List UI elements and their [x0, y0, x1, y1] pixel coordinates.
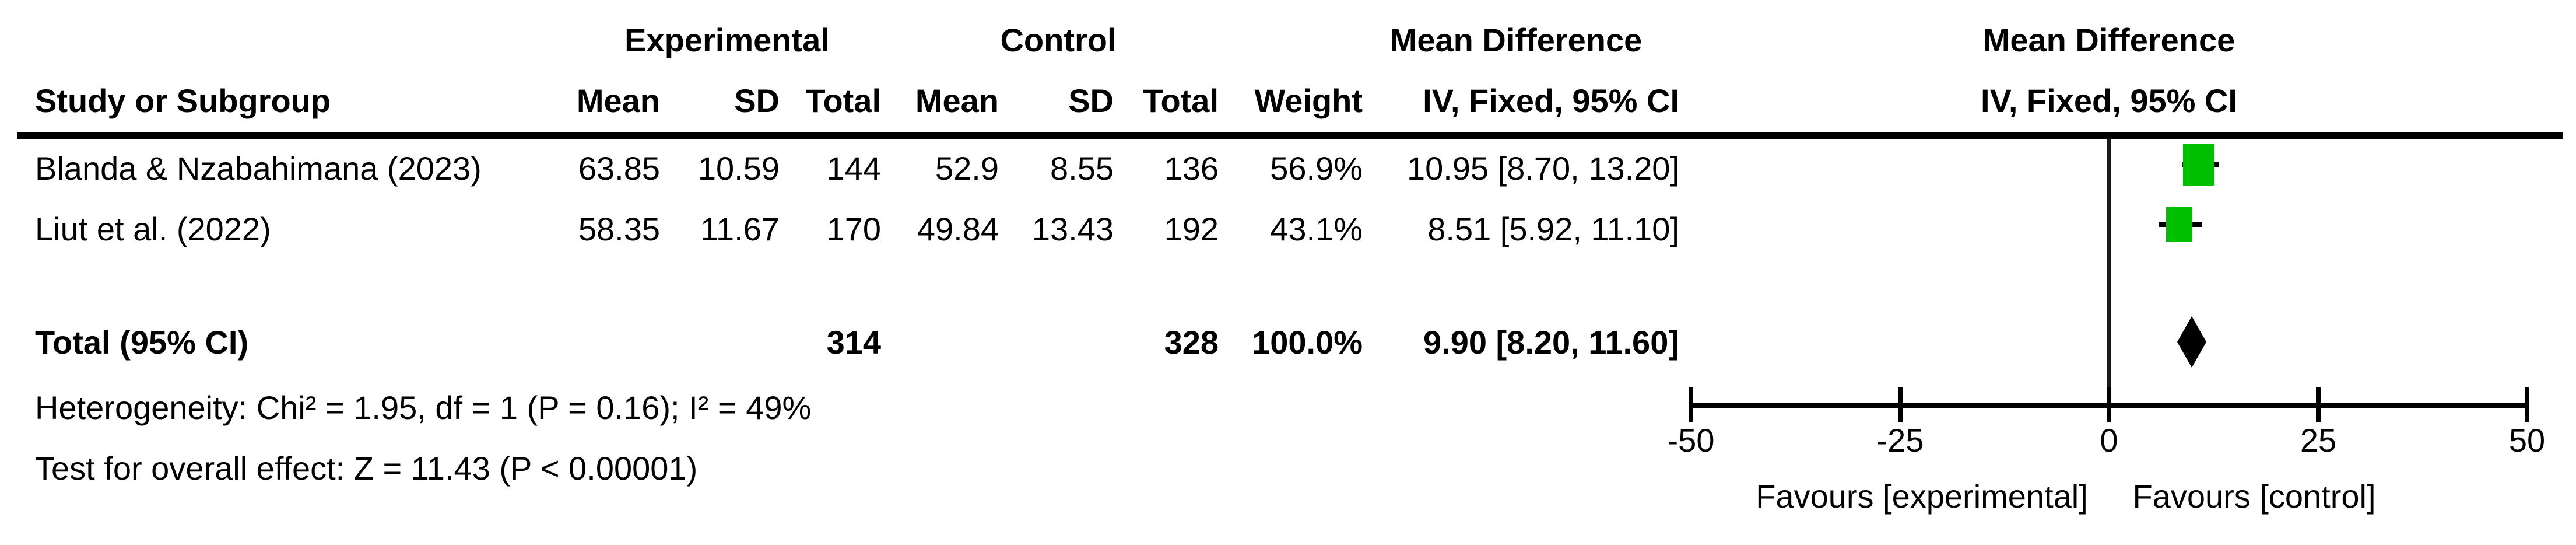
mean-control: 52.9 [935, 150, 999, 187]
effect-square-study-1 [2183, 144, 2214, 186]
axis-tick-label: 25 [2300, 422, 2337, 459]
total-control: 136 [1164, 150, 1219, 187]
group-header-control: Control [1000, 22, 1117, 58]
group-header-experimental: Experimental [624, 22, 830, 58]
ci-value: 10.95 [8.70, 13.20] [1406, 150, 1679, 187]
table-row: Blanda & Nzabahimana (2023) 63.85 10.59 … [0, 151, 2576, 194]
column-header-total-control: Total [1143, 82, 1219, 119]
favours-left-label: Favours [experimental] [1756, 478, 2088, 515]
column-header-study: Study or Subgroup [35, 82, 331, 119]
zero-effect-line [2107, 139, 2111, 407]
column-header-ci-plot: IV, Fixed, 95% CI [1981, 82, 2237, 119]
axis-tick-label: 0 [2100, 422, 2118, 459]
mean-control: 49.84 [917, 211, 999, 247]
axis-tick-label: -25 [1876, 422, 1924, 459]
column-header-sd-control: SD [1068, 82, 1114, 119]
total-control: 192 [1164, 211, 1219, 247]
total-weight: 100.0% [1252, 324, 1363, 361]
overall-effect-text: Test for overall effect: Z = 11.43 (P < … [35, 450, 698, 487]
table-row: Liut et al. (2022) 58.35 11.67 170 49.84… [0, 211, 2576, 254]
overall-effect-row: Test for overall effect: Z = 11.43 (P < … [0, 450, 2576, 494]
axis-tick [1898, 387, 1903, 422]
axis-tick-label: 50 [2508, 422, 2546, 459]
sd-control: 8.55 [1050, 150, 1114, 187]
total-ci: 9.90 [8.20, 11.60] [1423, 324, 1679, 361]
ci-value: 8.51 [5.92, 11.10] [1427, 211, 1679, 247]
heterogeneity-row: Heterogeneity: Chi² = 1.95, df = 1 (P = … [0, 390, 2576, 433]
total-row: Total (95% CI) 314 328 100.0% 9.90 [8.20… [0, 324, 2576, 368]
sd-experimental: 11.67 [700, 211, 780, 247]
axis-tick [2316, 387, 2321, 422]
weight-value: 56.9% [1270, 150, 1363, 187]
total-experimental: 170 [826, 211, 881, 247]
group-header-mean-difference-plot: Mean Difference [1982, 22, 2235, 58]
sd-experimental: 10.59 [697, 150, 780, 187]
total-n-experimental: 314 [826, 324, 881, 361]
axis-tick [2107, 387, 2111, 422]
study-name: Blanda & Nzabahimana (2023) [35, 150, 482, 187]
heterogeneity-text: Heterogeneity: Chi² = 1.95, df = 1 (P = … [35, 389, 812, 426]
effect-square-study-2 [2166, 207, 2192, 242]
column-header-sd-experimental: SD [734, 82, 780, 119]
weight-value: 43.1% [1270, 211, 1363, 247]
header-separator-line [17, 132, 2563, 139]
column-header-weight: Weight [1254, 82, 1363, 119]
total-experimental: 144 [826, 150, 881, 187]
mean-experimental: 58.35 [578, 211, 660, 247]
group-header-mean-difference: Mean Difference [1389, 22, 1643, 58]
favours-right-label: Favours [control] [2132, 478, 2376, 515]
group-header-row: Experimental Control Mean Difference Mea… [0, 22, 2576, 65]
column-header-row: Study or Subgroup Mean SD Total Mean SD … [0, 83, 2576, 126]
sd-control: 13.43 [1031, 211, 1114, 247]
axis-tick [1689, 387, 1693, 422]
study-name: Liut et al. (2022) [35, 211, 271, 247]
column-header-mean-experimental: Mean [576, 82, 660, 119]
total-n-control: 328 [1164, 324, 1219, 361]
column-header-mean-control: Mean [915, 82, 999, 119]
column-header-ci: IV, Fixed, 95% CI [1423, 82, 1679, 119]
axis-tick-label: -50 [1667, 422, 1715, 459]
total-label: Total (95% CI) [35, 324, 249, 361]
column-header-total-experimental: Total [805, 82, 881, 119]
mean-experimental: 63.85 [578, 150, 660, 187]
axis-tick [2525, 387, 2529, 422]
